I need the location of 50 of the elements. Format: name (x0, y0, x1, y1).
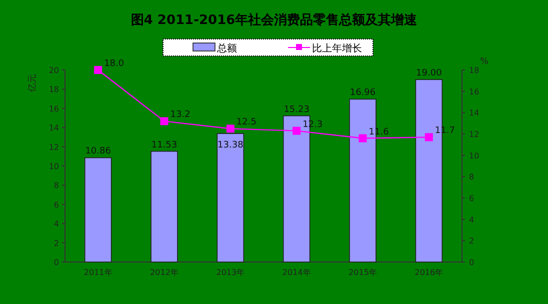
point (358, 134, 367, 142)
legend-label: 总额 (216, 42, 237, 54)
data-label: 12.5 (236, 118, 256, 128)
data-label: 15.23 (284, 104, 310, 115)
bar (216, 133, 244, 262)
y2-tick-label: 8 (469, 172, 474, 182)
y-tick-label: 20 (48, 66, 59, 75)
y-tick-label: 16 (48, 104, 59, 114)
y2-tick-label: 12 (469, 130, 480, 139)
bar (84, 157, 112, 262)
y2-tick-label: 10 (469, 151, 480, 160)
point (424, 133, 433, 142)
y2-axis-title: % (480, 57, 489, 67)
y2-tick-label: 4 (469, 215, 474, 224)
y-tick-label: 2 (54, 238, 59, 248)
data-label: 19.00 (416, 68, 442, 79)
point (292, 126, 301, 135)
legend-label: 比上年增长 (312, 42, 362, 54)
point (160, 117, 168, 126)
x-tick-label: 2011年 (84, 268, 112, 277)
y2-tick-label: 14 (469, 108, 480, 118)
y-tick-label: 14 (48, 124, 59, 133)
data-label: 16.96 (350, 88, 376, 98)
y-axis-title: 亿元 (27, 74, 38, 93)
x-tick-label: 2014年 (282, 268, 311, 277)
x-tick-label: 2012年 (150, 268, 178, 277)
y2-tick-label: 6 (469, 194, 474, 203)
y-tick-label: 0 (54, 258, 59, 267)
y-tick-label: 6 (54, 200, 59, 210)
y2-tick-label: 0 (469, 258, 474, 267)
y-tick-label: 12 (48, 142, 59, 152)
data-label: 13.2 (170, 110, 190, 120)
y-tick-label: 10 (48, 162, 59, 171)
y2-tick-label: 2 (469, 236, 474, 246)
x-tick-label: 2016年 (414, 268, 444, 277)
y2-tick-label: 18 (469, 66, 480, 75)
chart-title: 图4 2011-2016年社会消费品零售总额及其增速 (130, 12, 418, 28)
x-tick-label: 2015年 (348, 268, 377, 277)
data-label: 13.38 (218, 140, 244, 151)
bar (150, 150, 178, 262)
data-label: 18.0 (104, 59, 124, 69)
y-tick-label: 8 (54, 181, 59, 190)
data-label: 11.53 (151, 140, 178, 150)
point (94, 66, 102, 74)
y2-tick-label: 16 (469, 87, 480, 96)
point (226, 124, 234, 133)
data-label: 10.86 (85, 146, 112, 157)
y-tick-label: 18 (48, 85, 59, 94)
x-tick-label: 2013年 (216, 268, 245, 277)
y-tick-label: 4 (54, 220, 59, 229)
